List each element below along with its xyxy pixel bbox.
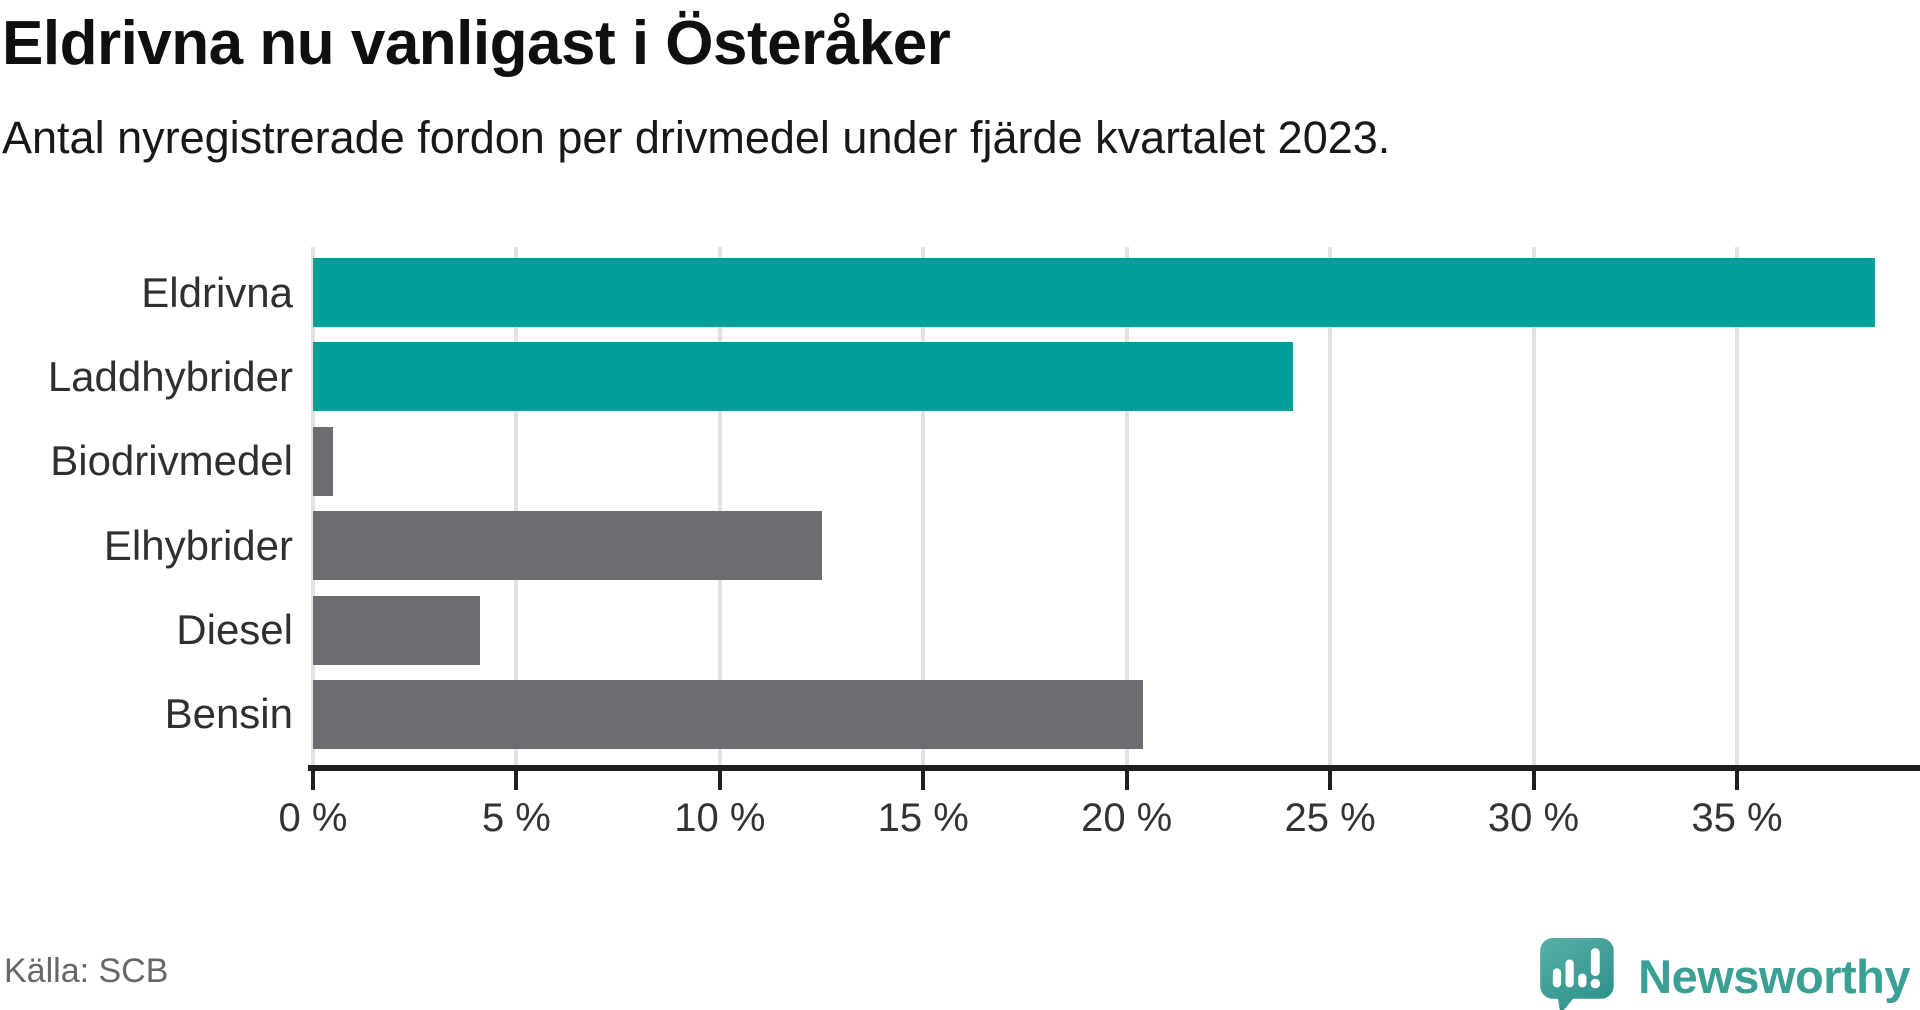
- x-tick-label-30: 30 %: [1487, 796, 1580, 840]
- x-tick-20: [1124, 765, 1129, 790]
- x-tick-label-5: 5 %: [481, 796, 551, 840]
- x-tick-30: [1531, 765, 1536, 790]
- gridline-0: [311, 247, 315, 765]
- category-label-eldrivna: Eldrivna: [141, 268, 293, 316]
- x-tick-15: [921, 765, 926, 790]
- bar-eldrivna: [313, 258, 1876, 327]
- x-tick-5: [514, 765, 519, 790]
- x-axis-ticks: [311, 765, 1920, 791]
- gridline-5: [514, 247, 519, 765]
- x-tick-0: [311, 765, 315, 790]
- category-label-elhybrider: Elhybrider: [103, 521, 293, 569]
- brand-logo: Newsworthy: [1540, 938, 1910, 1010]
- chart-subtitle: Antal nyregistrerade fordon per drivmede…: [2, 112, 1391, 163]
- x-axis-line: [308, 765, 1920, 771]
- newsworthy-icon: [1540, 938, 1624, 1010]
- bar-row-diesel: Diesel: [0, 595, 1920, 665]
- x-axis-tick-labels: 0 % 5 % 10 % 15 % 20 % 25 % 30 % 35 %: [279, 796, 1920, 846]
- category-label-laddhybrider: Laddhybrider: [47, 352, 293, 400]
- gridline-30: [1531, 247, 1536, 765]
- x-tick-10: [717, 765, 722, 790]
- x-tick-35: [1734, 765, 1739, 790]
- bar-track-eldrivna: [313, 258, 1920, 327]
- bar-row-bensin: Bensin: [0, 679, 1920, 749]
- bar-row-elhybrider: Elhybrider: [0, 511, 1920, 581]
- x-tick-label-35: 35 %: [1691, 796, 1783, 840]
- x-tick-label-0: 0 %: [278, 796, 348, 840]
- gridline-35: [1734, 247, 1739, 765]
- x-tick-25: [1328, 765, 1333, 790]
- bar-track-elhybrider: [313, 511, 1920, 581]
- x-tick-label-25: 25 %: [1284, 796, 1376, 840]
- gridline-10: [717, 247, 722, 765]
- brand-name: Newsworthy: [1638, 949, 1910, 1003]
- bar-rows: Eldrivna Laddhybrider Biodrivmedel Elhybrid…: [0, 258, 1920, 764]
- bar-laddhybrider: [313, 342, 1294, 412]
- x-tick-label-15: 15 %: [877, 796, 969, 840]
- bar-diesel: [313, 595, 480, 665]
- page-title: Eldrivna nu vanligast i Österåker: [2, 9, 951, 78]
- bar-row-eldrivna: Eldrivna: [0, 258, 1920, 327]
- bar-bensin: [313, 679, 1143, 749]
- category-label-diesel: Diesel: [176, 606, 293, 654]
- bar-track-laddhybrider: [313, 342, 1920, 412]
- bar-track-diesel: [313, 595, 1920, 665]
- bar-track-bensin: [313, 679, 1920, 749]
- gridline-20: [1124, 247, 1129, 765]
- gridlines: [311, 247, 1920, 765]
- gridline-25: [1328, 247, 1333, 765]
- category-label-bensin: Bensin: [164, 690, 293, 738]
- x-tick-label-10: 10 %: [674, 796, 766, 840]
- gridline-15: [921, 247, 926, 765]
- bar-row-biodrivmedel: Biodrivmedel: [0, 426, 1920, 496]
- bar-track-biodrivmedel: [313, 426, 1920, 496]
- category-label-biodrivmedel: Biodrivmedel: [50, 437, 293, 485]
- source-credit: Källa: SCB: [4, 952, 169, 990]
- bar-elhybrider: [313, 511, 822, 581]
- bar-row-laddhybrider: Laddhybrider: [0, 342, 1920, 412]
- x-tick-label-20: 20 %: [1081, 796, 1173, 840]
- bar-biodrivmedel: [313, 426, 334, 496]
